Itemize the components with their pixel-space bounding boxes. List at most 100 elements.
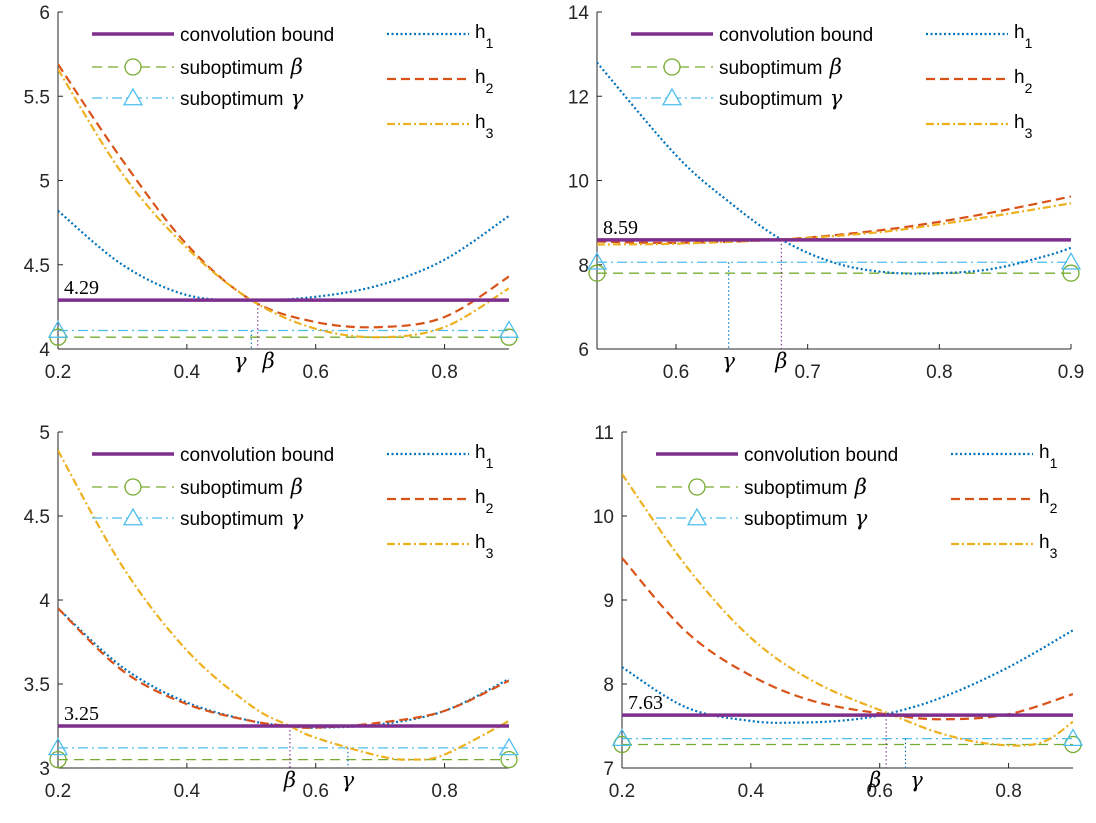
legend-h3-label: h3 [1039, 532, 1058, 561]
bound-value-label: 8.59 [603, 217, 638, 239]
legend-h-subscript: 2 [486, 500, 494, 516]
series-h3-line [597, 202, 1071, 246]
legend-gamma-symbol: γ [830, 86, 843, 110]
legend-gamma-marker [686, 507, 708, 526]
legend-h-subscript: 3 [486, 545, 494, 561]
y-tick-label: 4 [39, 591, 50, 612]
legend-h-subscript: 1 [486, 455, 494, 471]
beta-marker-right [1062, 264, 1080, 282]
x-tick-label: 0.6 [867, 781, 893, 802]
x-tick-label: 0.8 [431, 362, 457, 383]
legend-h1-label: h1 [1039, 442, 1058, 471]
series-h3-line [622, 473, 1073, 747]
beta-marker-label: β [262, 349, 275, 373]
legend-h-subscript: 3 [1050, 545, 1058, 561]
series-h1-line [58, 607, 509, 729]
legend-gamma-label: suboptimum γ [180, 86, 304, 110]
y-tick-label: 12 [568, 87, 589, 108]
gamma-marker-right [498, 737, 520, 756]
legend: convolution bound suboptimum β suboptimum … [92, 442, 494, 561]
gamma-marker-label: γ [342, 768, 355, 792]
legend-h3-label: h3 [475, 532, 494, 561]
legend-h1-label: h1 [475, 22, 494, 51]
y-tick-label: 10 [593, 507, 614, 528]
y-tick-label: 4.5 [24, 256, 50, 277]
y-tick-label: 4 [39, 340, 50, 361]
legend-beta-marker [124, 478, 142, 496]
beta-marker-label: β [283, 768, 296, 792]
x-tick-label: 0.2 [609, 781, 635, 802]
legend-beta-label: suboptimum β [180, 55, 303, 79]
x-tick-label: 0.8 [995, 781, 1021, 802]
gamma-marker-label: γ [234, 349, 247, 373]
legend-beta-symbol: β [290, 55, 303, 79]
legend-h-subscript: 3 [486, 125, 494, 141]
legend-beta-symbol: β [290, 475, 303, 499]
legend-bound-label: convolution bound [180, 25, 334, 46]
legend-bound-label: convolution bound [719, 25, 873, 46]
gamma-marker-left [47, 320, 69, 338]
plot-area [622, 473, 1073, 768]
y-tick-label: 8 [603, 675, 614, 696]
x-tick-label: 0.4 [174, 781, 201, 802]
legend-beta-symbol: β [829, 55, 842, 79]
legend-h3-label: h3 [475, 112, 494, 141]
y-tick-label: 7 [603, 759, 614, 780]
beta-marker-right [500, 750, 518, 769]
x-tick-label: 0.4 [738, 781, 765, 802]
legend-beta-marker [688, 478, 706, 496]
series-h1-line [58, 209, 509, 302]
bound-value-label: 7.63 [628, 692, 663, 714]
gamma-marker-left [611, 728, 633, 746]
beta-marker-label: β [868, 768, 881, 792]
y-tick-label: 14 [568, 3, 590, 24]
gamma-marker-right [1062, 728, 1084, 746]
x-tick-label: 0.8 [431, 781, 457, 802]
y-tick-label: 3 [39, 759, 50, 780]
legend-gamma-symbol: γ [291, 86, 304, 110]
legend-gamma-label: suboptimum γ [744, 506, 868, 530]
legend-h2-label: h2 [1014, 67, 1033, 96]
legend-h-subscript: 1 [486, 35, 494, 51]
beta-marker-left [49, 750, 67, 769]
x-tick-label: 0.4 [174, 362, 201, 383]
y-tick-label: 9 [603, 591, 614, 612]
series-h1-line [622, 629, 1073, 724]
gamma-marker-right [498, 320, 520, 338]
legend-beta-symbol: β [854, 475, 867, 499]
x-tick-label: 0.2 [45, 362, 71, 383]
x-tick-label: 0.9 [1058, 362, 1084, 383]
y-tick-label: 5 [39, 172, 50, 193]
series-h3-line [58, 68, 509, 339]
legend-h-subscript: 1 [1050, 455, 1058, 471]
legend-h1-label: h1 [475, 442, 494, 471]
legend-gamma-marker [661, 87, 683, 106]
legend-h-subscript: 2 [1050, 500, 1058, 516]
series-h2-line [58, 607, 509, 729]
plot-area [597, 61, 1071, 349]
legend-gamma-marker [122, 507, 144, 526]
legend: convolution bound suboptimum β suboptimum … [92, 22, 494, 141]
legend-beta-label: suboptimum β [719, 55, 842, 79]
x-tick-label: 0.6 [303, 362, 329, 383]
x-tick-label: 0.6 [303, 781, 329, 802]
y-tick-label: 6 [39, 3, 50, 24]
legend-beta-label: suboptimum β [744, 475, 867, 499]
legend: convolution bound suboptimum β suboptimum … [631, 22, 1033, 141]
legend-gamma-symbol: γ [291, 506, 304, 530]
legend-gamma-label: suboptimum γ [719, 86, 843, 110]
legend-gamma-symbol: γ [855, 506, 868, 530]
legend-bound-label: convolution bound [180, 445, 334, 466]
legend-gamma-label: suboptimum γ [180, 506, 304, 530]
gamma-marker-right [1060, 251, 1082, 270]
beta-marker-label: β [774, 349, 787, 373]
y-tick-label: 6 [578, 340, 589, 361]
y-tick-label: 8 [578, 256, 589, 277]
y-tick-label: 11 [594, 423, 614, 444]
beta-marker-left [588, 264, 606, 282]
y-tick-label: 5.5 [24, 87, 50, 108]
